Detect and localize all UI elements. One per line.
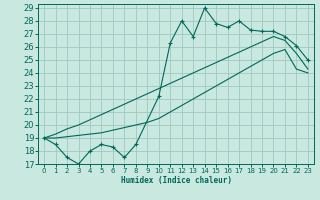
X-axis label: Humidex (Indice chaleur): Humidex (Indice chaleur)	[121, 176, 231, 185]
